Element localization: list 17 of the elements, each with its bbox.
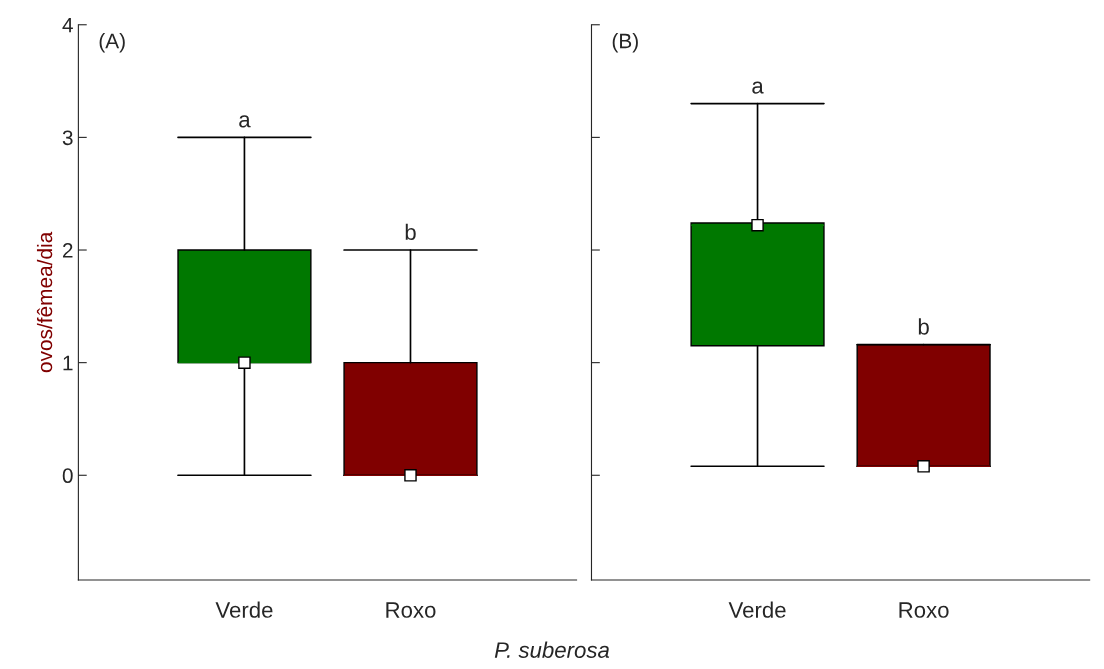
x-tick-label: Roxo xyxy=(386,602,436,618)
y-tick-label: 3 xyxy=(62,130,73,146)
y-tick-label: 1 xyxy=(63,355,73,371)
x-tick-label: Verde xyxy=(215,601,273,618)
x-tick-label: Verde xyxy=(728,601,786,618)
annotation: a xyxy=(239,115,251,128)
y-tick-label: 4 xyxy=(62,17,73,33)
annotation: b xyxy=(405,223,416,241)
y-tick-label: 2 xyxy=(62,243,73,258)
x-axis-title: P. suberosa xyxy=(494,641,610,658)
y-axis-title: ovos/fêmea/dia xyxy=(36,231,53,373)
annotation: a xyxy=(752,81,764,94)
annotation: b xyxy=(918,318,929,335)
y-tick-label: 0 xyxy=(62,468,73,484)
chart-title: (B) xyxy=(612,33,638,53)
chart-title: (A) xyxy=(99,33,125,53)
x-tick-label: Roxo xyxy=(899,602,949,618)
